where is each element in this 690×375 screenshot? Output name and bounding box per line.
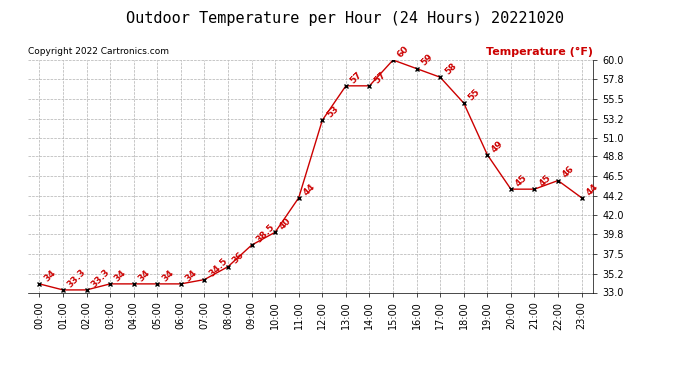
Text: 36: 36 (230, 251, 246, 266)
Text: Outdoor Temperature per Hour (24 Hours) 20221020: Outdoor Temperature per Hour (24 Hours) … (126, 11, 564, 26)
Text: 55: 55 (466, 87, 482, 102)
Text: 33.3: 33.3 (89, 267, 111, 289)
Text: 34: 34 (184, 268, 199, 283)
Text: Copyright 2022 Cartronics.com: Copyright 2022 Cartronics.com (28, 47, 168, 56)
Text: 34: 34 (137, 268, 152, 283)
Text: 34: 34 (160, 268, 175, 283)
Text: 34: 34 (113, 268, 128, 283)
Text: 49: 49 (490, 139, 506, 154)
Text: 60: 60 (396, 44, 411, 59)
Text: 44: 44 (584, 182, 600, 197)
Text: 44: 44 (302, 182, 317, 197)
Text: 34.5: 34.5 (207, 257, 229, 279)
Text: 45: 45 (538, 173, 553, 188)
Text: 46: 46 (561, 165, 576, 180)
Text: 59: 59 (420, 53, 435, 68)
Text: 57: 57 (372, 70, 388, 85)
Text: 53: 53 (325, 104, 340, 120)
Text: 33.3: 33.3 (66, 267, 88, 289)
Text: 45: 45 (513, 173, 529, 188)
Text: 57: 57 (348, 70, 364, 85)
Text: 40: 40 (278, 216, 293, 231)
Text: 34: 34 (42, 268, 57, 283)
Text: 58: 58 (443, 61, 458, 76)
Text: Temperature (°F): Temperature (°F) (486, 47, 593, 57)
Text: 38.5: 38.5 (255, 222, 277, 245)
